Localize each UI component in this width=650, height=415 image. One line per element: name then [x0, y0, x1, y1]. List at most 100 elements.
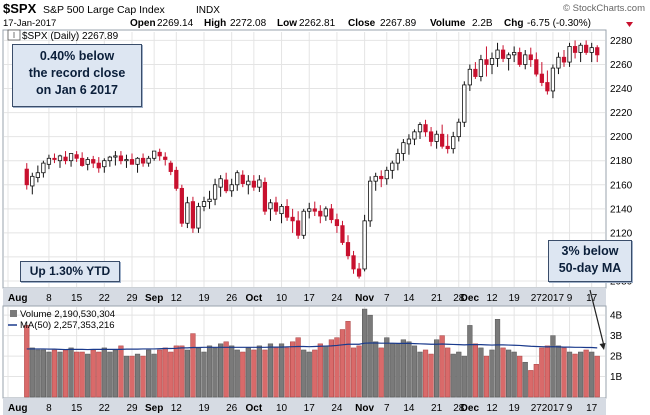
volume-bar [101, 347, 107, 398]
volume-bar [79, 351, 85, 398]
date-tick-label: 27 [531, 293, 543, 304]
volume-bar [62, 349, 69, 398]
candle-up [478, 59, 484, 77]
candle-down [572, 46, 578, 53]
candle-down [528, 54, 533, 61]
date-tick-label: 28 [453, 403, 465, 414]
volume-bar [251, 349, 257, 398]
volume-bar [40, 349, 46, 398]
date-tick-label: 2017 [542, 293, 565, 304]
volume-bar [312, 349, 318, 398]
volume-bar [267, 343, 274, 398]
candle-down [91, 159, 96, 164]
volume-bar [35, 349, 41, 398]
volume-bar [212, 347, 218, 398]
volume-legend-text: Volume 2,190,530,304 [20, 309, 115, 320]
volume-bar [90, 349, 96, 398]
candle-down [157, 151, 162, 157]
date-tick-label: 15 [71, 403, 83, 414]
date-tick-label: 7 [384, 293, 390, 304]
volume-bar [278, 343, 285, 398]
volume-bars [24, 308, 600, 398]
volume-bar [201, 351, 207, 398]
volume-bar [223, 341, 229, 398]
candle-up [235, 172, 240, 186]
candle-down [345, 242, 351, 257]
candle-up [412, 131, 417, 140]
price-tick-label: 2260 [610, 60, 633, 71]
candle-down [118, 155, 124, 162]
date-tick-label: Dec [461, 403, 480, 414]
volume-bar [511, 351, 517, 398]
candle-down [74, 154, 79, 159]
volume-bar [450, 353, 456, 398]
record-callout-line-2: the record close [28, 66, 126, 80]
ma-callout: 3% below 50-day MA [548, 240, 632, 282]
candle-up [57, 155, 63, 162]
volume-bar [195, 347, 202, 398]
volume-bar [411, 345, 418, 398]
close-label: Close [348, 18, 376, 29]
volume-tick-label: 1B [610, 372, 623, 383]
volume-bar [229, 345, 235, 398]
volume-bar [472, 343, 478, 398]
volume-bar [184, 349, 190, 398]
candle-up [301, 210, 306, 236]
candle-up [279, 206, 284, 215]
open-value: 2269.14 [157, 18, 194, 29]
volume-bar [173, 345, 179, 398]
close-value: 2267.89 [380, 18, 417, 29]
date-tick-label: Sep [145, 403, 163, 414]
volume-bar [301, 349, 307, 398]
volume-bar [57, 351, 63, 398]
volume-bar [406, 341, 412, 398]
volume-bar [168, 351, 174, 398]
candle-down [190, 201, 196, 229]
candle-up [406, 138, 412, 145]
date-tick-label: Sep [145, 293, 163, 304]
volume-bar [489, 349, 495, 398]
volume-bar [456, 351, 462, 398]
candle-down [24, 168, 29, 186]
candle-down [356, 268, 362, 277]
candle-down [500, 49, 506, 59]
volume-bar [290, 341, 296, 398]
candle-up [113, 155, 118, 158]
candle-up [146, 157, 151, 164]
candle-down [340, 225, 345, 243]
candle-down [174, 169, 179, 189]
high-label: High [204, 18, 226, 29]
candle-down [296, 220, 301, 236]
volume-bar [245, 347, 251, 398]
volume-bar [400, 339, 406, 398]
volume-bar [140, 355, 146, 398]
candle-down [140, 157, 146, 164]
volume-bar [51, 349, 58, 398]
candle-up [589, 47, 594, 53]
volume-value: 2.2B [472, 18, 493, 29]
volume-bar [362, 308, 368, 398]
candle-down [312, 208, 317, 212]
candle-up [368, 180, 373, 222]
candle-up [307, 208, 312, 212]
callout-arrow [589, 289, 605, 347]
candle-up [196, 206, 201, 229]
candle-up [417, 124, 423, 133]
callout-arrowhead-icon [599, 343, 606, 350]
volume-bar [422, 349, 429, 398]
date-tick-label: 26 [226, 293, 238, 304]
candle-down [445, 145, 450, 150]
low-label: Low [277, 18, 297, 29]
candle-up [257, 179, 262, 188]
date-tick-label: 21 [431, 403, 443, 414]
record-close-callout: 0.40% below the record close on Jan 6 20… [12, 44, 142, 107]
candle-down [80, 157, 85, 166]
chg-value: -6.75 (-0.30%) [527, 18, 591, 29]
candle-down [473, 68, 478, 77]
candle-down [251, 180, 256, 188]
volume-bar [129, 355, 135, 398]
volume-bar [572, 353, 578, 398]
candle-down [428, 131, 434, 142]
candle-up [456, 121, 461, 138]
volume-bar [240, 351, 246, 398]
